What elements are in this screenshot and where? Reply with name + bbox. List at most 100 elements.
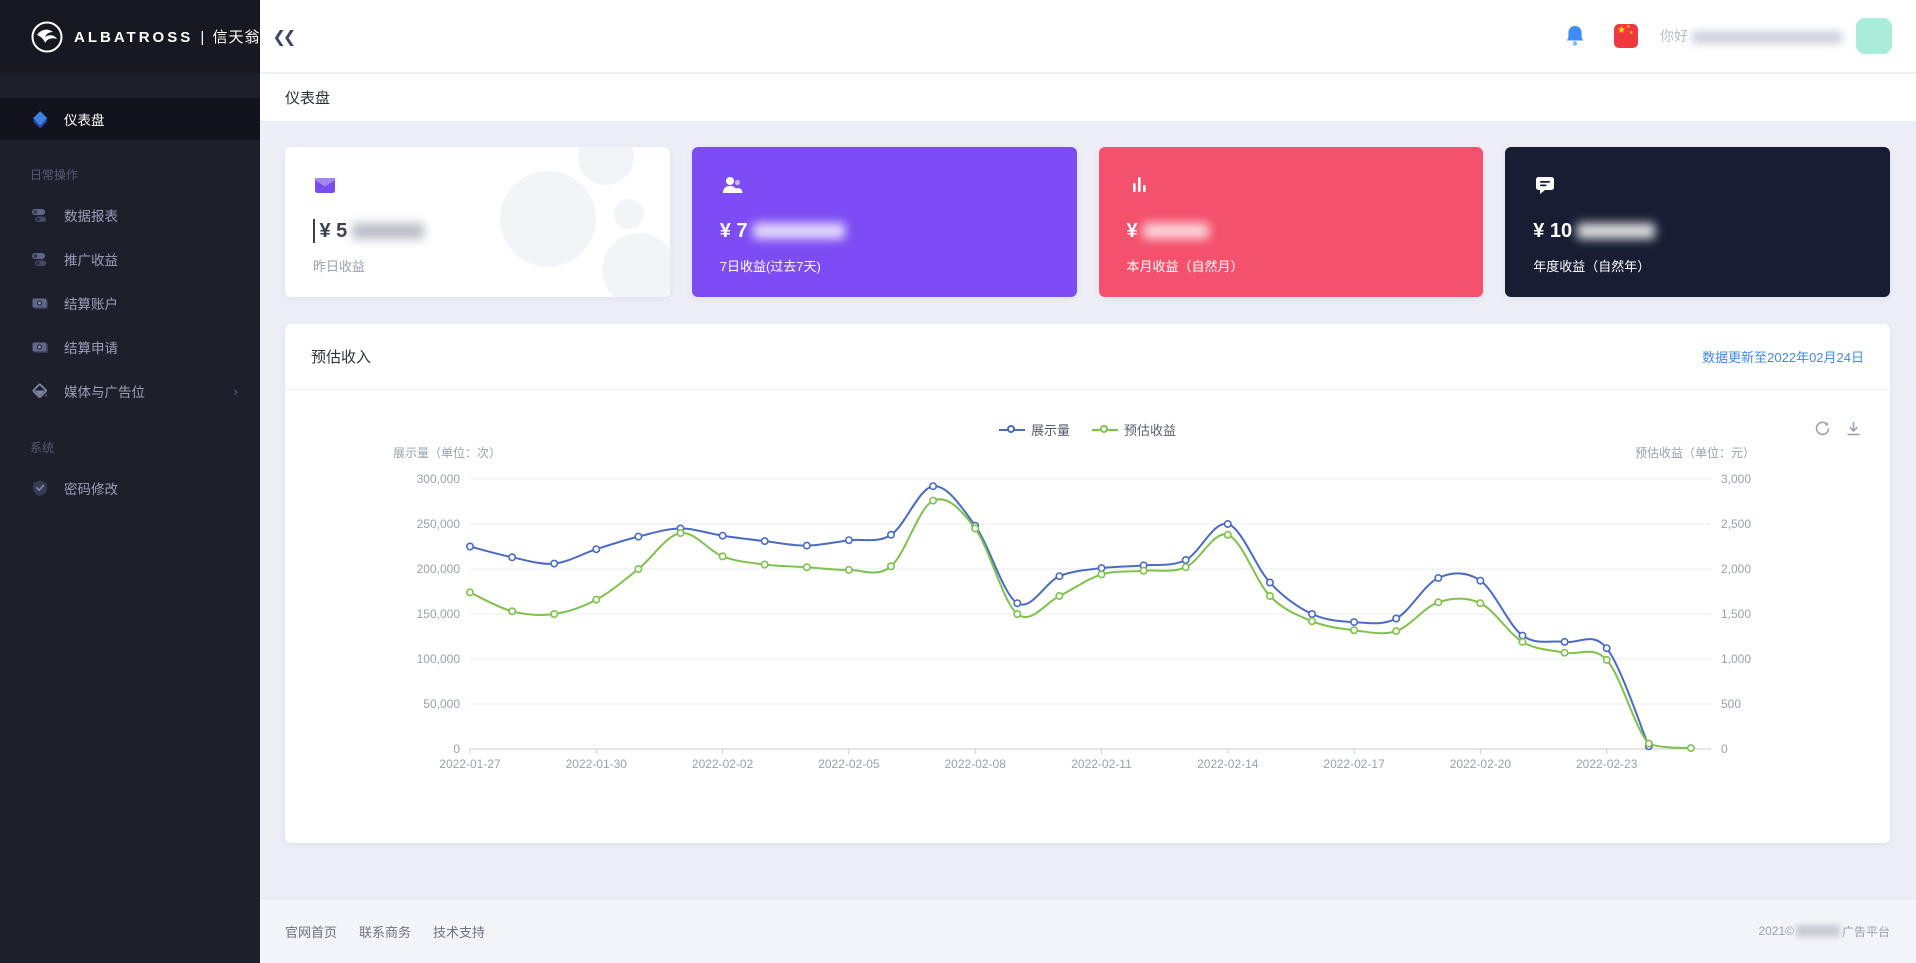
data-update-link[interactable]: 数据更新至2022年02月24日 [1702,350,1864,365]
message-icon [1536,177,1555,194]
panel-title: 预估收入 [311,349,372,366]
greeting-text: 你好 [1660,28,1688,44]
brand-divider: | [200,29,206,46]
chevron-right-icon: › [233,383,238,399]
legend-line-marker-icon [998,424,1025,435]
svg-text:1,500: 1,500 [1721,607,1751,621]
brand-logo: ALBATROSS | 信天翁 ❮❮ [0,0,296,73]
svg-text:2,500: 2,500 [1721,517,1751,531]
sidebar-item-label: 数据报表 [64,209,118,224]
notification-bell-icon[interactable] [1562,23,1588,49]
legend-label: 预估收益 [1124,423,1177,438]
page-title-bar: 仪表盘 [260,74,1916,122]
svg-text:展示量（单位：次）: 展示量（单位：次） [393,445,501,460]
camera-card-icon [32,342,48,353]
legend-label: 展示量 [1030,423,1070,438]
legend-line-marker-icon [1092,424,1118,435]
card-value-prefix: ¥ 5 [319,219,348,242]
card-value-censored [352,223,425,239]
sidebar-item-dashboard[interactable]: 仪表盘 [0,98,260,140]
card-yesterday-revenue: ¥ 5 昨日收益 [285,147,670,297]
sidebar: ALBATROSS | 信天翁 ❮❮ 仪表盘 日常操作 数据报表 推广收益 结算… [0,0,296,963]
chart-toolbox [1814,420,1862,437]
panel-header: 预估收入 数据更新至2022年02月24日 [285,324,1890,390]
svg-text:2022-02-20: 2022-02-20 [1450,757,1512,771]
albatross-bird-icon [31,21,63,52]
card-label: 本月收益（自然月） [1126,259,1244,274]
svg-text:250,000: 250,000 [417,517,461,531]
sidebar-collapse-icon[interactable]: ❮❮ [272,28,297,46]
svg-text:2022-02-08: 2022-02-08 [945,757,1007,771]
card-value-prefix: ¥ 10 [1533,219,1573,242]
camera-card-icon [32,298,48,309]
sidebar-item-label: 仪表盘 [64,113,105,128]
card-month-revenue: ¥ 本月收益（自然月） [1098,147,1484,297]
card-year-revenue: ¥ 10 年度收益（自然年） [1505,147,1890,297]
chart-legend: 展示量 预估收益 [285,420,1890,439]
svg-text:预估收益（单位：元）: 预估收益（单位：元） [1635,445,1755,460]
sidebar-item-settle-account[interactable]: 结算账户 [0,281,260,325]
brand-cn: 信天翁 [212,29,261,46]
svg-text:500: 500 [1721,697,1741,711]
card-value-censored [1577,223,1656,239]
copyright-prefix: 2021© [1758,924,1794,938]
footer-link-business[interactable]: 联系商务 [359,924,412,940]
svg-text:2022-02-11: 2022-02-11 [1071,757,1132,771]
svg-text:1,000: 1,000 [1721,652,1751,666]
sliders-icon [32,253,46,266]
sidebar-item-label: 媒体与广告位 [64,385,145,400]
svg-text:0: 0 [1721,742,1728,756]
dashboard-diamond-icon [33,111,48,129]
avatar[interactable] [1856,18,1892,54]
top-header: ★ ★ ★ 你好 [260,0,1916,73]
sidebar-item-password[interactable]: 密码修改 [0,466,260,510]
refresh-icon[interactable] [1814,420,1831,437]
card-value-prefix: ¥ [1126,219,1138,242]
card-7day-revenue: ¥ 7 7日收益(过去7天) [691,147,1077,297]
stat-cards: ¥ 5 昨日收益 ¥ 7 7日收益(过去7天) [285,147,1890,297]
copyright-censored [1795,925,1840,937]
svg-text:2,000: 2,000 [1721,562,1751,576]
text-caret [313,219,315,243]
card-label: 年度收益（自然年） [1533,259,1651,274]
sidebar-item-promo-revenue[interactable]: 推广收益 [0,237,260,281]
footer-copyright: 2021© 广告平台 [1758,923,1890,940]
copyright-suffix: 广告平台 [1841,924,1890,939]
estimated-income-panel: 预估收入 数据更新至2022年02月24日 展示量 预估收益 [285,324,1890,843]
language-flag-icon[interactable]: ★ ★ ★ [1614,24,1638,48]
main-content: ¥ 5 昨日收益 ¥ 7 7日收益(过去7天) [260,122,1916,898]
svg-text:2022-02-14: 2022-02-14 [1197,757,1259,771]
card-value-censored [1142,223,1209,239]
footer-link-home[interactable]: 官网首页 [285,924,338,940]
barchart-icon [1132,177,1146,192]
svg-text:2022-01-30: 2022-01-30 [566,757,628,771]
sidebar-item-label: 结算账户 [64,297,118,312]
username-censored [1692,30,1842,44]
chart-canvas: 0 0 50,000 500 100,000 1,000 150,000 1,500 200,0… [393,445,1755,771]
sidebar-item-media-adslots[interactable]: 媒体与广告位 › [0,369,260,413]
legend-revenue[interactable]: 预估收益 [1092,420,1176,439]
svg-text:300,000: 300,000 [417,472,461,486]
page-title: 仪表盘 [285,90,331,107]
sidebar-item-label: 密码修改 [64,482,118,497]
card-label: 7日收益(过去7天) [719,259,821,274]
sidebar-item-data-report[interactable]: 数据报表 [0,193,260,237]
sidebar-item-settle-apply[interactable]: 结算申请 [0,325,260,369]
mail-icon [315,178,335,193]
line-chart: 展示量 预估收益 0 0 50,000 500 100,000 1,000 [285,390,1890,843]
users-icon [722,177,743,193]
footer-links: 官网首页 联系商务 技术支持 [285,922,485,941]
svg-text:100,000: 100,000 [417,652,461,666]
svg-text:2022-02-05: 2022-02-05 [818,757,880,771]
footer-link-support[interactable]: 技术支持 [433,924,486,940]
card-value-prefix: ¥ 7 [719,219,748,242]
svg-text:2022-02-02: 2022-02-02 [692,757,754,771]
svg-text:3,000: 3,000 [1721,472,1751,486]
legend-impressions[interactable]: 展示量 [998,420,1070,439]
svg-text:2022-02-17: 2022-02-17 [1323,757,1385,771]
card-label: 昨日收益 [313,259,366,274]
download-icon[interactable] [1845,420,1862,437]
sidebar-item-label: 结算申请 [64,341,118,356]
sidebar-section-system: 系统 [30,441,55,455]
shield-check-icon [33,480,47,496]
